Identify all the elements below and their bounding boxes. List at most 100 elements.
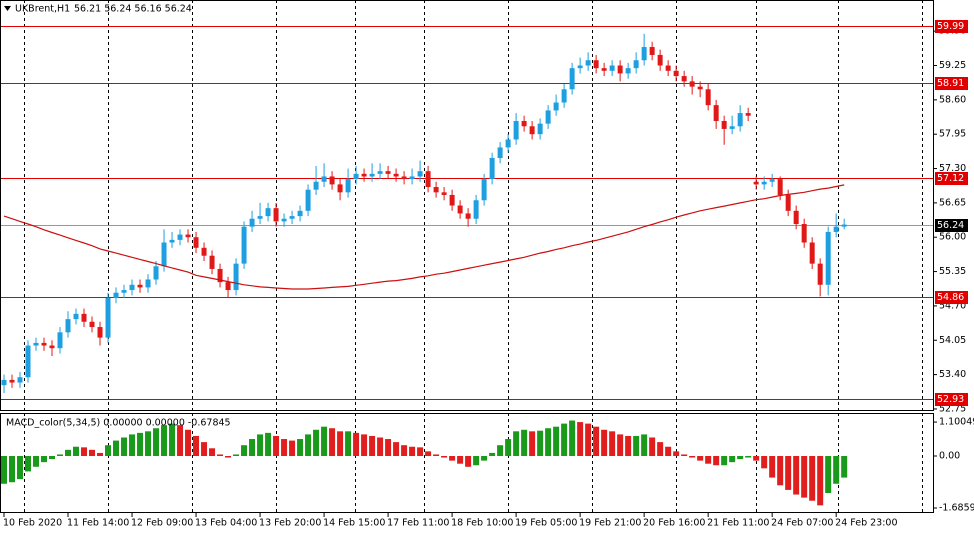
candle-body: [185, 234, 191, 238]
histogram-bar: [241, 445, 248, 456]
histogram-bar: [577, 422, 584, 456]
candle-body: [537, 123, 543, 135]
histogram-bar: [313, 429, 320, 456]
histogram-bar: [289, 440, 296, 456]
level-label: 57.12: [937, 173, 964, 184]
histogram-bar: [425, 451, 432, 456]
histogram-bar: [641, 434, 648, 456]
candle-body: [609, 65, 615, 71]
candle-body: [153, 266, 159, 280]
y-tick-label: 59.25: [939, 60, 966, 71]
level-label-box: [935, 20, 968, 33]
candle-body: [249, 218, 255, 227]
y-tick-label: -1.68598: [939, 503, 974, 514]
histogram-bar: [713, 455, 720, 466]
level-label: 58.91: [937, 78, 964, 89]
histogram-bar: [17, 455, 24, 480]
histogram-bar: [377, 437, 384, 456]
candle-body: [657, 54, 663, 66]
candle-body: [337, 184, 343, 193]
histogram-bar: [457, 455, 464, 464]
histogram-bar: [697, 455, 704, 461]
menu-icon[interactable]: [4, 6, 11, 11]
candle-body: [9, 379, 15, 383]
candle-body: [449, 194, 455, 206]
candle-body: [265, 208, 271, 217]
histogram-bar: [841, 455, 848, 478]
histogram-bar: [329, 428, 336, 456]
histogram-bar: [105, 445, 112, 456]
candle-body: [345, 179, 351, 193]
candle-body: [465, 213, 471, 219]
histogram-bar: [689, 455, 696, 458]
candle-body: [761, 181, 767, 185]
histogram-bar: [281, 439, 288, 456]
x-tick-label: 24 Feb 23:00: [835, 518, 897, 529]
candle-body: [73, 313, 79, 320]
candle-body: [409, 176, 415, 180]
x-tick-label: 10 Feb 2020: [3, 518, 62, 529]
candle-body: [393, 173, 399, 177]
histogram-bar: [337, 431, 344, 456]
candle-body: [841, 224, 847, 227]
candle-body: [257, 216, 263, 219]
level-label-box: [935, 291, 968, 304]
candle-body: [585, 60, 591, 66]
histogram-bar: [73, 446, 80, 456]
histogram-bar: [401, 445, 408, 456]
candle-body: [625, 68, 631, 74]
candle-body: [401, 176, 407, 180]
x-tick-label: 14 Feb 15:00: [323, 518, 385, 529]
histogram-bar: [769, 455, 776, 478]
histogram-bar: [137, 432, 144, 456]
histogram-bar: [225, 455, 232, 458]
candle-body: [529, 126, 535, 135]
candle-body: [833, 226, 839, 232]
candle-body: [89, 321, 95, 328]
candle-body: [473, 200, 479, 219]
histogram-bar: [777, 455, 784, 486]
candle-body: [729, 126, 735, 129]
histogram-bar: [585, 423, 592, 456]
current-price-box: [935, 219, 968, 232]
histogram-bar: [185, 429, 192, 456]
candle-body: [785, 194, 791, 211]
candle-body: [737, 113, 743, 127]
candle-body: [777, 179, 783, 195]
histogram-bar: [321, 426, 328, 456]
level-label: 54.86: [937, 292, 964, 303]
candle-body: [137, 284, 143, 288]
candle-body: [97, 327, 103, 338]
x-tick-label: 13 Feb 04:00: [195, 518, 257, 529]
histogram-bar: [409, 446, 416, 456]
histogram-bar: [513, 431, 520, 456]
histogram-bar: [361, 434, 368, 456]
histogram-bar: [41, 455, 48, 463]
histogram-bar: [529, 431, 536, 456]
candle-body: [665, 65, 671, 71]
candle-body: [641, 47, 647, 61]
histogram-bar: [505, 439, 512, 456]
histogram-bar: [1, 455, 8, 484]
candle-body: [361, 173, 367, 177]
histogram-bar: [273, 435, 280, 456]
candle-body: [593, 60, 599, 69]
histogram-bar: [753, 455, 760, 461]
candle-body: [617, 65, 623, 74]
y-tick-label: 54.05: [939, 335, 966, 346]
histogram-bar: [521, 429, 528, 456]
candle-body: [513, 120, 519, 140]
histogram-bar: [249, 439, 256, 456]
candle-body: [769, 179, 775, 182]
candle-body: [65, 319, 71, 333]
candle-body: [713, 105, 719, 121]
candle-body: [489, 157, 495, 180]
y-tick-label: 1.10049: [939, 417, 974, 428]
candle-body: [569, 68, 575, 90]
candle-body: [281, 218, 287, 222]
moving-average: [3, 184, 845, 290]
y-tick-label: 58.60: [939, 94, 966, 105]
x-tick-label: 24 Feb 07:00: [771, 518, 833, 529]
histogram-bar: [833, 455, 840, 484]
level-label: 52.93: [937, 394, 964, 405]
